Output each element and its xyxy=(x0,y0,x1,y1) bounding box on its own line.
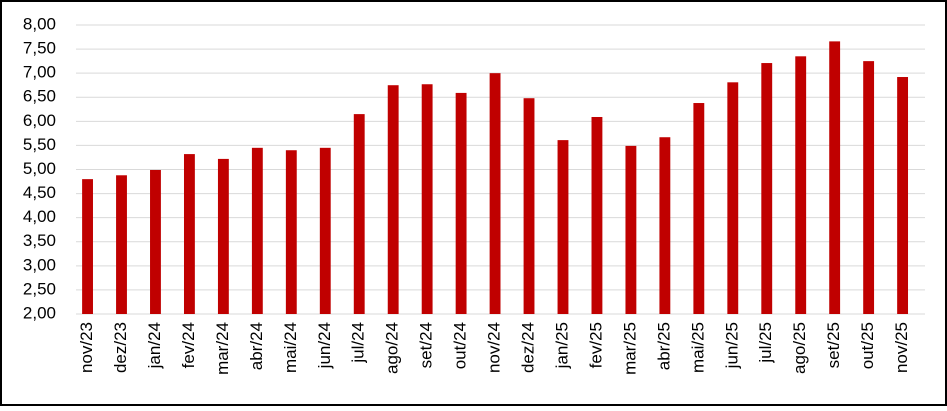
x-tick-label: ago/25 xyxy=(790,322,809,374)
x-tick-label: jan/25 xyxy=(552,322,571,369)
bar xyxy=(591,116,603,314)
bar xyxy=(455,92,467,314)
y-tick-label: 5,50 xyxy=(23,135,56,154)
x-tick-label: out/25 xyxy=(858,322,877,369)
x-tick-label: mar/24 xyxy=(213,322,232,375)
x-tick-label: mai/25 xyxy=(688,322,707,373)
bar xyxy=(659,137,671,314)
y-tick-label: 7,50 xyxy=(23,39,56,58)
bar xyxy=(183,154,195,314)
x-tick-label: dez/23 xyxy=(111,322,130,373)
x-tick-label: abr/25 xyxy=(654,322,673,370)
bar xyxy=(319,147,331,314)
x-tick-label: nov/23 xyxy=(77,322,96,373)
x-tick-label: nov/24 xyxy=(485,322,504,373)
x-tick-label: mai/24 xyxy=(281,322,300,373)
y-tick-label: 6,00 xyxy=(23,111,56,130)
x-tick-label: ago/24 xyxy=(383,322,402,374)
bar xyxy=(863,61,875,314)
y-tick-label: 3,50 xyxy=(23,231,56,250)
y-tick-label: 8,00 xyxy=(23,14,56,33)
x-tick-label: abr/24 xyxy=(247,322,266,370)
bar xyxy=(829,41,841,314)
x-tick-label: set/24 xyxy=(417,322,436,368)
bar xyxy=(693,103,705,314)
bar xyxy=(489,73,501,315)
x-tick-label: jun/25 xyxy=(722,322,741,369)
bar xyxy=(795,56,807,314)
y-tick-label: 6,50 xyxy=(23,87,56,106)
bar xyxy=(761,63,773,314)
bar xyxy=(727,82,739,315)
x-tick-label: mar/25 xyxy=(620,322,639,375)
x-tick-label: set/25 xyxy=(824,322,843,368)
bar xyxy=(387,85,399,314)
x-tick-label: out/24 xyxy=(451,322,470,369)
x-tick-label: dez/24 xyxy=(519,322,538,373)
x-tick-label: jul/25 xyxy=(756,322,775,364)
y-tick-label: 7,00 xyxy=(23,63,56,82)
bar xyxy=(285,150,297,314)
bar xyxy=(523,98,535,314)
y-tick-label: 2,00 xyxy=(23,303,56,322)
bar xyxy=(150,169,161,314)
x-tick-label: fev/25 xyxy=(586,322,605,368)
bar xyxy=(251,147,263,314)
y-tick-label: 3,00 xyxy=(23,255,56,274)
x-tick-label: jul/24 xyxy=(349,322,368,364)
bar xyxy=(421,84,433,315)
bar xyxy=(353,114,365,314)
y-tick-label: 4,00 xyxy=(23,207,56,226)
bar xyxy=(116,175,127,314)
y-tick-label: 4,50 xyxy=(23,183,56,202)
x-tick-label: nov/25 xyxy=(892,322,911,373)
bar xyxy=(897,77,909,315)
bar xyxy=(82,179,93,314)
x-tick-label: jun/24 xyxy=(315,322,334,369)
bar xyxy=(557,140,569,314)
bar xyxy=(217,158,229,314)
bar xyxy=(625,145,637,314)
x-tick-label: fev/24 xyxy=(179,322,198,368)
x-tick-label: jan/24 xyxy=(145,322,164,369)
y-tick-label: 2,50 xyxy=(23,279,56,298)
y-tick-label: 5,00 xyxy=(23,159,56,178)
